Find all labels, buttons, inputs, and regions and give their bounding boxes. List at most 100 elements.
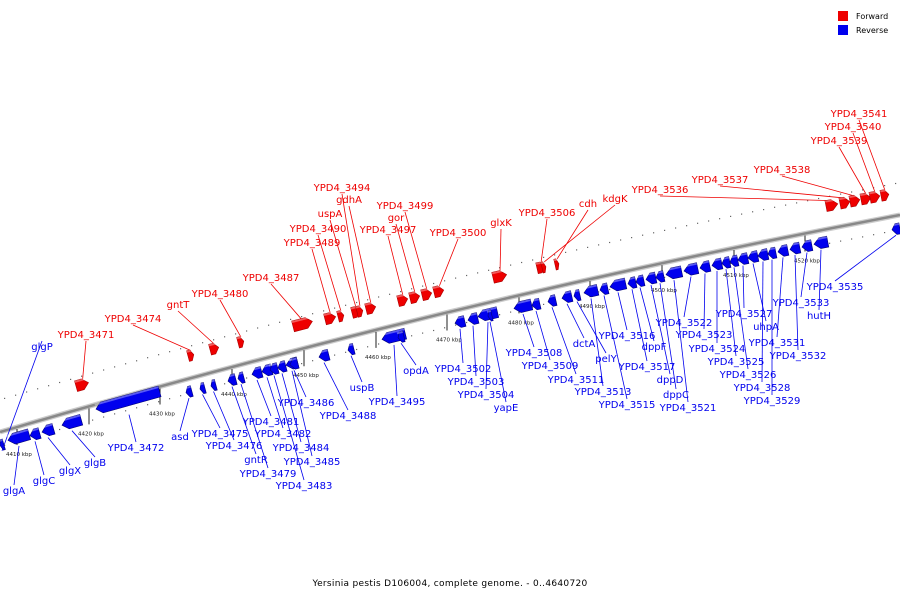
- reverse-gene-label: YPD4_3525: [707, 357, 765, 368]
- reverse-gene-label: YPD4_3529: [743, 396, 801, 407]
- track-dot: [598, 244, 600, 246]
- reverse-gene-label: YPD4_3495: [368, 397, 426, 408]
- gene-leader: [631, 289, 648, 362]
- track-dot: [59, 381, 61, 384]
- reverse-gene: [6, 428, 32, 445]
- forward-gene: [186, 349, 195, 362]
- reverse-gene: [530, 297, 542, 311]
- legend-forward-swatch: [838, 11, 848, 21]
- reverse-gene: [582, 284, 600, 298]
- track-dot: [147, 404, 149, 406]
- reverse-gene: [812, 235, 830, 249]
- track-dot: [378, 296, 380, 298]
- reverse-gene: [736, 252, 750, 265]
- track-dot: [675, 227, 677, 229]
- track-dot: [367, 299, 369, 301]
- gene-leader: [719, 185, 846, 199]
- forward-gene: [396, 293, 409, 307]
- forward-gene: [323, 311, 337, 326]
- reverse-gene: [776, 244, 790, 257]
- reverse-gene-label: YPD4_3517: [618, 362, 676, 373]
- reverse-gene-label: opdA: [403, 366, 429, 377]
- gene-leader: [400, 342, 417, 366]
- reverse-gene: [756, 248, 770, 261]
- gene-leader: [387, 235, 404, 296]
- gene-leader: [329, 219, 357, 308]
- track-dot: [235, 333, 237, 335]
- gene-leader: [543, 204, 616, 263]
- forward-gene-label: YPD4_3490: [289, 224, 347, 235]
- reverse-gene-label: pelY: [595, 354, 617, 365]
- track-dot: [169, 398, 171, 400]
- gene-leader: [800, 252, 808, 298]
- gene-leader: [703, 273, 706, 330]
- reverse-gene-label: YPD4_3481: [242, 417, 300, 428]
- legend-forward-label: Forward: [856, 11, 889, 21]
- reverse-gene: [788, 241, 802, 255]
- track-dot: [444, 327, 446, 329]
- reverse-gene-label: asd: [171, 432, 189, 443]
- track-dot: [873, 234, 875, 236]
- reverse-gene-label: uhpA: [753, 322, 779, 333]
- track-dot: [532, 306, 534, 308]
- gene-leader: [71, 430, 96, 458]
- reverse-gene: [396, 330, 406, 343]
- gene-leader: [177, 310, 215, 345]
- gene-leader: [603, 295, 628, 400]
- track-dot: [334, 354, 336, 356]
- track-dot: [609, 241, 611, 244]
- track-dot: [202, 342, 204, 344]
- forward-gene-label: YPD4_3489: [283, 238, 341, 249]
- track-dot: [114, 413, 116, 415]
- reverse-gene-label: YPD4_3513: [574, 387, 632, 398]
- track-dot: [642, 234, 644, 236]
- gene-leader: [551, 307, 577, 375]
- legend: Forward Reverse: [838, 9, 888, 37]
- legend-reverse: Reverse: [838, 23, 888, 37]
- track-dot: [411, 335, 413, 337]
- track-dot: [477, 272, 479, 274]
- reverse-gene: [453, 315, 467, 328]
- reverse-gene-label: YPD4_3521: [659, 403, 717, 414]
- reverse-gene: [546, 294, 558, 307]
- track-dot: [92, 419, 94, 421]
- track-dot: [279, 321, 281, 323]
- gene-leader: [291, 370, 313, 457]
- reverse-gene-label: YPD4_3528: [733, 383, 791, 394]
- reverse-gene-label: YPD4_3502: [434, 364, 492, 375]
- forward-gene: [432, 284, 445, 299]
- forward-gene: [553, 258, 560, 271]
- gene-leader: [535, 310, 551, 361]
- gene-leader: [219, 299, 242, 338]
- track-dot: [224, 336, 226, 338]
- track-dot: [301, 363, 303, 365]
- track-dot: [433, 329, 435, 332]
- forward-gene: [838, 196, 851, 210]
- legend-reverse-swatch: [838, 25, 848, 35]
- gene-leader: [858, 119, 886, 191]
- reverse-gene: [288, 357, 300, 370]
- gene-leader: [742, 265, 745, 309]
- reverse-gene: [60, 414, 84, 430]
- gene-leader: [673, 280, 689, 403]
- gene-leader: [132, 324, 192, 351]
- forward-gene-label: YPD4_3487: [242, 273, 300, 284]
- track-dot: [851, 238, 853, 240]
- track-dot: [851, 191, 853, 193]
- gene-leader: [556, 209, 589, 260]
- reverse-gene-label: YPD4_3533: [772, 298, 830, 309]
- track-dot: [158, 401, 160, 403]
- track-dot: [356, 348, 358, 351]
- track-dot: [796, 202, 798, 204]
- track-dot: [565, 251, 567, 253]
- reverse-gene: [746, 250, 760, 263]
- track-dot: [103, 416, 105, 418]
- reverse-gene: [890, 222, 900, 235]
- tick-label: 4420 kbp: [78, 431, 104, 437]
- gene-leader: [179, 398, 190, 432]
- reverse-gene-label: gntR: [244, 455, 268, 466]
- reverse-gene: [268, 362, 280, 375]
- forward-gene-label: kdgK: [602, 194, 627, 205]
- track-dot: [521, 261, 523, 264]
- gene-leader: [639, 287, 655, 342]
